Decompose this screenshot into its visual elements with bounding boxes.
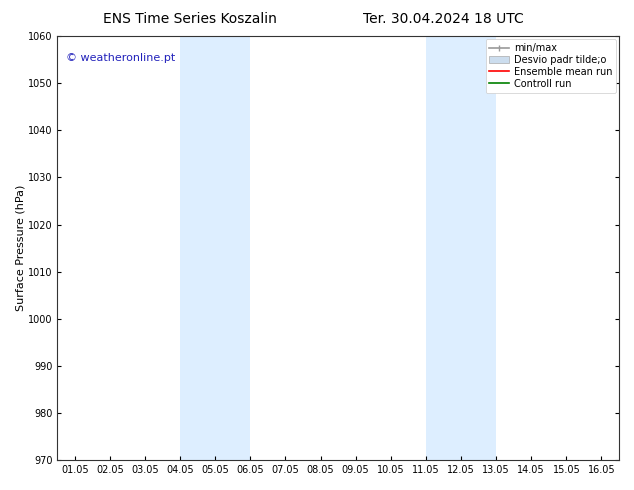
- Bar: [426, 36, 496, 460]
- Text: Ter. 30.04.2024 18 UTC: Ter. 30.04.2024 18 UTC: [363, 12, 524, 26]
- Text: ENS Time Series Koszalin: ENS Time Series Koszalin: [103, 12, 277, 26]
- Text: © weatheronline.pt: © weatheronline.pt: [66, 53, 175, 63]
- Bar: [180, 36, 250, 460]
- Legend: min/max, Desvio padr tilde;o, Ensemble mean run, Controll run: min/max, Desvio padr tilde;o, Ensemble m…: [486, 39, 616, 93]
- Y-axis label: Surface Pressure (hPa): Surface Pressure (hPa): [15, 185, 25, 311]
